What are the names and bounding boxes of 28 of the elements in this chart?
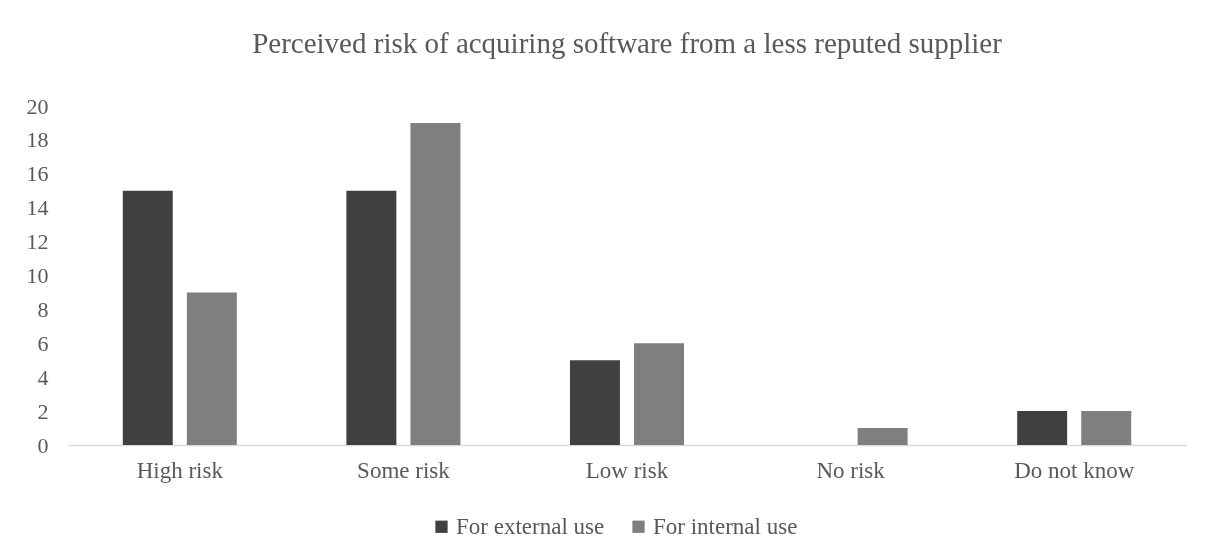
y-tick-label: 8 — [37, 296, 49, 322]
x-tick-label: Low risk — [585, 457, 669, 483]
legend-label: For external use — [456, 513, 605, 539]
y-tick-label: 14 — [26, 195, 49, 221]
y-tick-label: 20 — [26, 93, 49, 119]
bar — [410, 122, 461, 445]
x-tick-label: No risk — [816, 457, 886, 483]
bar — [634, 343, 685, 445]
chart-title: Perceived risk of acquiring software from a less reputed supplier — [252, 27, 1003, 59]
bar — [569, 360, 620, 445]
y-tick-label: 0 — [37, 432, 49, 458]
x-tick-label: High risk — [136, 457, 224, 483]
y-tick-label: 6 — [37, 330, 49, 356]
y-tick-label: 16 — [26, 161, 49, 187]
bar — [346, 190, 397, 445]
bar — [857, 428, 908, 445]
y-tick-label: 10 — [26, 263, 49, 288]
bar — [122, 190, 173, 445]
bar — [1017, 411, 1068, 445]
bar — [186, 292, 237, 445]
y-tick-label: 12 — [26, 229, 49, 255]
x-tick-label: Do not know — [1014, 457, 1135, 483]
legend-label: For internal use — [653, 513, 798, 539]
y-tick-label: 2 — [37, 398, 49, 424]
bar — [1081, 411, 1132, 445]
x-tick-label: Some risk — [357, 457, 451, 483]
y-tick-label: 18 — [26, 127, 49, 153]
y-tick-label: 4 — [37, 364, 49, 390]
